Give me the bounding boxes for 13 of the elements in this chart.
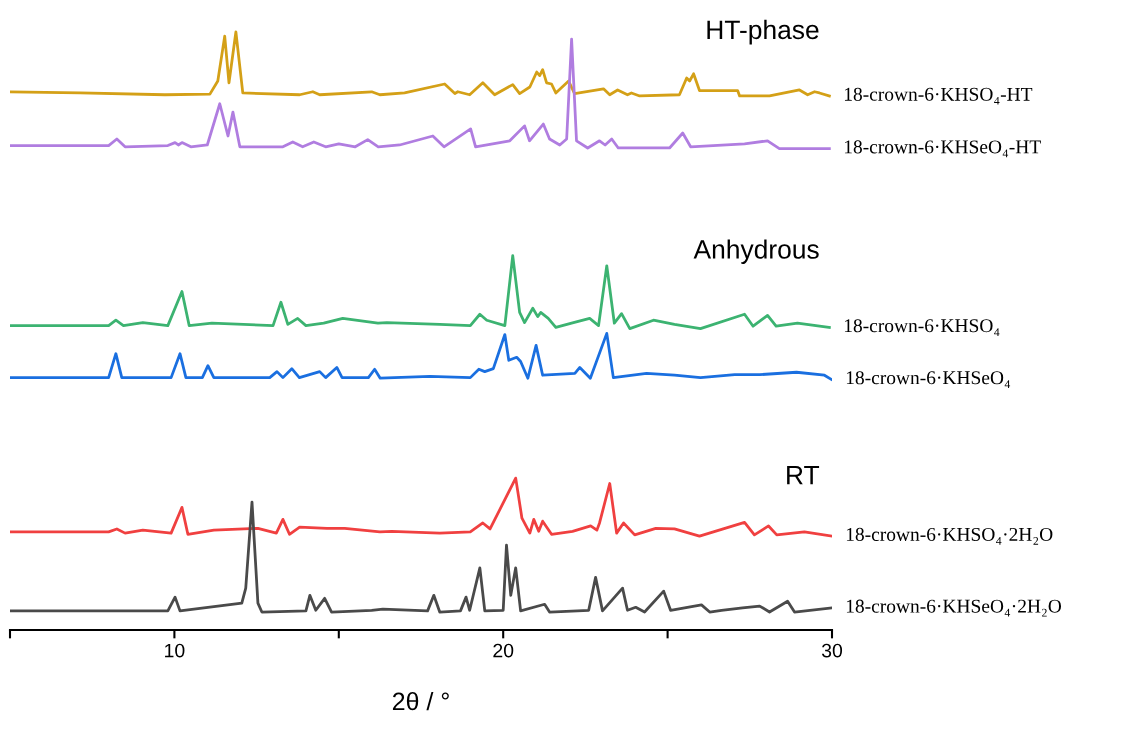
series-label: 18-crown-6·KHSO₄-HT	[844, 87, 1033, 105]
series-label: 18-crown-6·KHSO₄·2H₂O	[846, 527, 1053, 545]
series-label: 18-crown-6·KHSeO₄-HT	[844, 140, 1041, 158]
series-label: 18-crown-6·KHSeO₄	[846, 371, 1011, 389]
x-tick-label: 20	[493, 643, 514, 658]
annotation: RT	[787, 466, 820, 485]
x-tick-label: 10	[165, 643, 185, 658]
x-axis-title: 2θ / °	[392, 691, 449, 711]
annotation: HT-phase	[707, 19, 819, 45]
series-label: 18-crown-6·KHSeO₄·2H₂O	[846, 599, 1062, 617]
annotation: Anhydrous	[693, 239, 819, 264]
x-tick-label: 30	[821, 643, 843, 658]
series-label: 18-crown-6·KHSO₄	[844, 319, 1000, 337]
